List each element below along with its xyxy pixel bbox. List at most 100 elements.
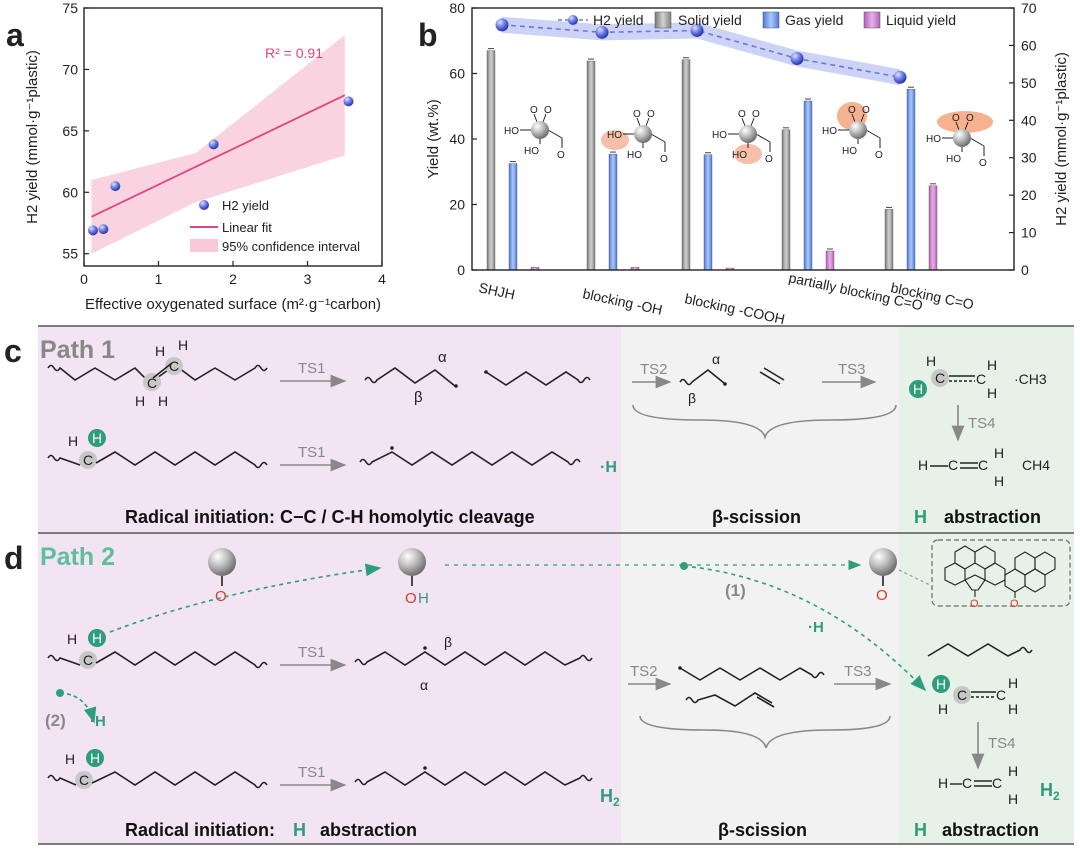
atom-label: HO xyxy=(504,126,519,137)
svg-text:C: C xyxy=(147,375,157,391)
category-label: blocking -COOH xyxy=(683,290,786,327)
y-axis-label: H2 yield (mmol·g⁻¹plastic) xyxy=(24,50,41,224)
svg-text:H: H xyxy=(1008,675,1018,691)
svg-text:H: H xyxy=(1008,763,1018,779)
bar-solid-yield xyxy=(681,59,691,271)
path2-section-h: H xyxy=(914,820,927,840)
path1-section-scission: β-scission xyxy=(712,507,801,527)
svg-text:H: H xyxy=(92,630,102,646)
path1-section-h: H xyxy=(914,507,927,527)
highlight xyxy=(601,130,629,150)
panel-label-d: d xyxy=(4,540,24,576)
path2-ts2: TS2 xyxy=(630,663,658,680)
svg-text:H: H xyxy=(158,393,168,409)
carbon-ball xyxy=(953,129,971,147)
data-point xyxy=(208,139,219,150)
svg-text:H: H xyxy=(68,433,78,449)
svg-text:H: H xyxy=(92,430,102,446)
bar-solid-yield xyxy=(486,50,496,271)
svg-text:C: C xyxy=(996,687,1006,703)
bar-solid-yield xyxy=(586,60,596,271)
panel-d: d Path 2 O O H O O O xyxy=(4,532,1074,845)
bar-solid-yield xyxy=(884,209,894,271)
carbon-ball xyxy=(739,125,757,143)
path2-section-scission: β-scission xyxy=(718,820,807,840)
highlight xyxy=(937,111,993,133)
category-label: SHJH xyxy=(477,279,516,302)
path2-label-1: (1) xyxy=(725,581,746,600)
svg-text:C: C xyxy=(992,775,1002,791)
atom-label: O xyxy=(530,105,538,116)
path1-section-abstraction: abstraction xyxy=(944,507,1041,527)
bond xyxy=(533,113,538,123)
bond xyxy=(860,113,865,123)
data-point xyxy=(343,96,354,107)
h2-point xyxy=(893,70,907,84)
bond xyxy=(542,113,547,123)
legend-marker-h2 xyxy=(568,15,578,25)
atom-label: O xyxy=(544,105,552,116)
path2-section-initiation: Radical initiation: xyxy=(125,820,275,840)
panel-label-a: a xyxy=(6,17,24,53)
svg-text:H: H xyxy=(155,343,165,359)
svg-text:H: H xyxy=(994,473,1004,489)
y-tick-label-left: 20 xyxy=(449,197,465,213)
legend-h2: H2 yield xyxy=(222,198,269,213)
legend-solid: Solid yield xyxy=(678,12,742,28)
y-axis-label-right: H2 yield (mmol·g⁻¹plastic) xyxy=(1053,52,1070,226)
svg-text:H: H xyxy=(1008,701,1018,717)
path2-section-abstraction: abstraction xyxy=(942,820,1039,840)
carbon-ball xyxy=(634,125,652,143)
y-tick-label: 60 xyxy=(62,184,78,200)
path1-ts1-b: TS1 xyxy=(298,444,326,461)
y-tick-label-left: 80 xyxy=(449,0,465,16)
x-axis-label: Effective oxygenated surface (m²·g⁻¹carb… xyxy=(85,296,381,313)
atom-label: HO xyxy=(712,130,727,141)
path1-initiation-bg xyxy=(38,326,621,532)
svg-text:H: H xyxy=(90,750,100,766)
bond xyxy=(750,117,755,127)
y-tick-label: 55 xyxy=(62,246,78,262)
bar-solid-yield xyxy=(781,129,791,271)
y-tick-label: 75 xyxy=(62,0,78,16)
svg-text:C: C xyxy=(935,370,945,386)
y-tick-label-right: 20 xyxy=(1021,187,1037,203)
atom-label: O xyxy=(862,105,870,116)
svg-text:H: H xyxy=(987,385,997,401)
atom-label: O xyxy=(848,105,856,116)
atom-label: HO xyxy=(842,146,857,157)
svg-text:C: C xyxy=(962,775,972,791)
h2-point xyxy=(495,18,509,32)
path1-ch3: ·CH3 xyxy=(1014,371,1047,387)
svg-text:H: H xyxy=(135,393,145,409)
atom-label: O xyxy=(765,154,773,165)
x-tick-label: 2 xyxy=(229,271,237,287)
atom-label: O xyxy=(952,113,960,124)
y-tick-label: 65 xyxy=(62,123,78,139)
path1-ts4: TS4 xyxy=(968,415,996,432)
atom-label: O xyxy=(557,150,565,161)
path1-alpha-a: α xyxy=(438,349,447,366)
highlight xyxy=(734,144,762,164)
path2-section-initiation-h: H xyxy=(293,820,306,840)
svg-text:H: H xyxy=(1008,791,1018,807)
path2-ts1-a: TS1 xyxy=(298,644,326,661)
atom-label: O xyxy=(660,154,668,165)
svg-text:H: H xyxy=(918,457,928,473)
bond xyxy=(955,121,960,131)
svg-text:H: H xyxy=(938,701,948,717)
bond xyxy=(645,117,650,127)
path1-beta-b: β xyxy=(688,390,696,406)
y-axis-label-left: Yield (wt.%) xyxy=(425,99,442,178)
svg-text:H: H xyxy=(938,775,948,791)
h2-point xyxy=(790,52,804,66)
data-point xyxy=(110,181,121,192)
path2-oh-o: O xyxy=(405,590,417,607)
path2-initiation-bg xyxy=(38,533,621,844)
atom-label: HO xyxy=(627,150,642,161)
atom-label: O xyxy=(752,109,760,120)
path1-beta-a: β xyxy=(414,389,423,406)
atom-label: HO xyxy=(732,150,747,161)
